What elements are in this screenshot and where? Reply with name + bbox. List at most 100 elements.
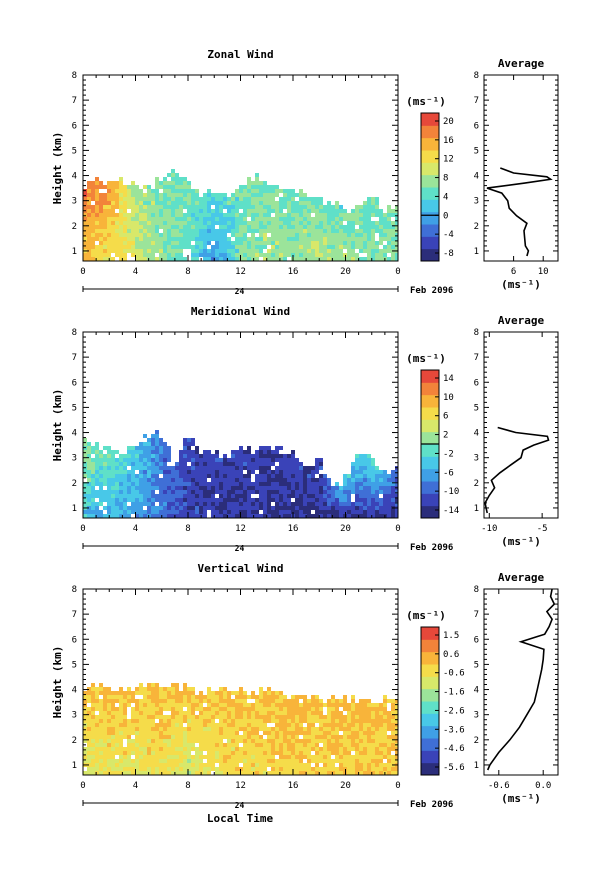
y-axis: 1 2 3 4 5 6 7 8	[72, 585, 398, 771]
colorbar-tick-label: -1.6	[443, 688, 465, 698]
y-tick-label: 7	[72, 610, 77, 620]
x-tick-label: 4	[133, 267, 138, 277]
y-tick-label: 7	[72, 353, 77, 363]
heatmap-field	[83, 430, 398, 518]
date-tick-label: 24	[235, 544, 245, 553]
x-axis: 0 4 8 12 16 20 0	[80, 75, 401, 277]
colorbar-swatch	[421, 505, 439, 519]
y-tick-label: 2	[72, 479, 77, 489]
colorbar-frame	[420, 112, 440, 262]
average-frame	[483, 588, 559, 776]
average-y-tick-label: 2	[474, 222, 479, 232]
colorbar-swatch	[421, 174, 439, 188]
y-tick-label: 5	[72, 403, 77, 413]
colorbar-tick-label: -2	[443, 449, 454, 459]
colorbar-swatch	[421, 664, 439, 677]
y-tick-label: 4	[72, 686, 77, 696]
average-y-tick-label: 4	[474, 172, 479, 182]
average-profile: Average 1 2 3 4 5 6 7 8 6 10(ms⁻¹)	[474, 57, 559, 291]
colorbar-swatch	[421, 456, 439, 470]
y-tick-label: 1	[72, 761, 77, 771]
colorbar: (ms⁻¹) 20 16 12 8 4 0 -4 -8	[406, 95, 454, 262]
average-x-tick-label: -5	[537, 524, 548, 534]
colorbar: (ms⁻¹) 1.5 0.6 -0.6 -1.6 -2.6 -3.6 -4.6 -5.6	[406, 609, 465, 776]
average-line	[486, 167, 553, 257]
average-y-tick-label: 8	[474, 71, 479, 81]
colorbar-swatch	[421, 481, 439, 494]
x-tick-label: 12	[235, 781, 246, 791]
average-y-tick-label: 3	[474, 197, 479, 207]
colorbar-tick-label: -14	[443, 506, 459, 516]
average-y-tick-label: 4	[474, 686, 479, 696]
average-y-tick-label: 1	[474, 504, 479, 514]
x-tick-label: 16	[288, 524, 299, 534]
colorbar-tick-label: -6	[443, 468, 454, 478]
x-tick-label: 0	[395, 781, 400, 791]
average-clip	[486, 589, 556, 771]
colorbar-tick-label: 1.5	[443, 631, 459, 641]
colorbar-swatch	[421, 468, 439, 482]
colorbar: (ms⁻¹) 14 10 6 2 -2 -6 -10 -14	[406, 352, 459, 519]
date-tick-label: 24	[235, 287, 245, 296]
date-axis: 24 Feb 2096	[82, 286, 453, 296]
colorbar-swatch	[421, 639, 439, 653]
y-axis: 1 2 3 4 5 6 7 8	[72, 328, 398, 514]
colorbar-tick-label: -2.6	[443, 706, 465, 716]
colorbar-swatch	[421, 762, 439, 776]
y-axis: 1 2 3 4 5 6 7 8	[72, 71, 398, 257]
panel-title: Vertical Wind	[197, 562, 283, 575]
x-tick-label: 0	[80, 781, 85, 791]
average-y-tick-label: 8	[474, 328, 479, 338]
x-tick-label: 8	[185, 781, 190, 791]
colorbar-swatch	[421, 394, 439, 408]
colorbar-tick-label: 2	[443, 431, 448, 441]
y-tick-label: 4	[72, 429, 77, 439]
average-y-tick-label: 7	[474, 353, 479, 363]
y-tick-label: 2	[72, 736, 77, 746]
average-title: Average	[498, 57, 545, 70]
average-y-tick-label: 5	[474, 403, 479, 413]
average-y-tick-label: 1	[474, 247, 479, 257]
average-x-tick-label: 6	[511, 267, 516, 277]
average-y-tick-label: 7	[474, 610, 479, 620]
x-tick-label: 16	[288, 267, 299, 277]
colorbar-frame	[420, 626, 440, 776]
average-y-tick-label: 8	[474, 585, 479, 595]
x-tick-label: 20	[340, 781, 351, 791]
x-tick-label: 12	[235, 524, 246, 534]
colorbar-swatch	[421, 444, 439, 457]
y-tick-label: 8	[72, 328, 77, 338]
y-tick-label: 5	[72, 146, 77, 156]
colorbar-swatch	[421, 701, 439, 714]
x-tick-label: 4	[133, 524, 138, 534]
height-axis-label: Height (km)	[51, 389, 64, 462]
heatmap-field	[83, 169, 398, 261]
colorbar-swatch	[421, 493, 439, 507]
panel-title: Meridional Wind	[191, 305, 290, 318]
x-tick-label: 20	[340, 267, 351, 277]
colorbar-unit: (ms⁻¹)	[406, 352, 446, 365]
y-tick-label: 8	[72, 585, 77, 595]
x-tick-label: 0	[395, 267, 400, 277]
average-x-tick-label: -0.6	[488, 781, 510, 791]
colorbar-swatch	[421, 713, 439, 727]
average-line	[484, 426, 550, 514]
y-tick-label: 8	[72, 71, 77, 81]
y-tick-label: 4	[72, 172, 77, 182]
y-tick-label: 6	[72, 121, 77, 131]
colorbar-tick-label: 0.6	[443, 650, 459, 660]
colorbar-tick-label: -8	[443, 249, 454, 259]
colorbar-swatch	[421, 688, 439, 702]
colorbar-swatch	[421, 125, 439, 139]
x-tick-label: 4	[133, 781, 138, 791]
date-tick-label: 24	[235, 801, 245, 810]
colorbar-swatch	[421, 370, 439, 383]
colorbar-swatch	[421, 224, 439, 237]
x-tick-label: 12	[235, 267, 246, 277]
date-axis: 24 Feb 2096	[82, 543, 453, 553]
colorbar-swatch	[421, 738, 439, 751]
y-tick-label: 3	[72, 454, 77, 464]
colorbar-swatch	[421, 750, 439, 764]
average-x-tick-label: 10	[538, 267, 549, 277]
colorbar-swatch	[421, 382, 439, 396]
